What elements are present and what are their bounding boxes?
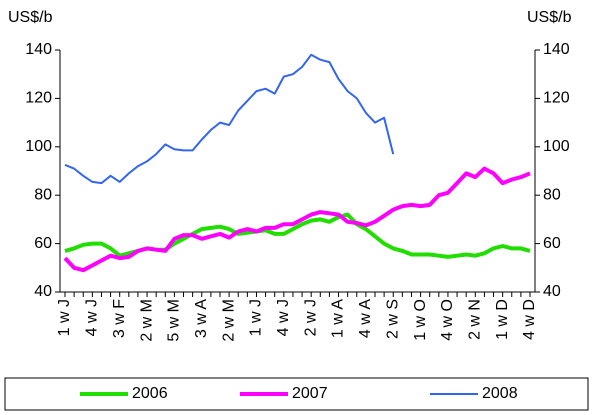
legend-box xyxy=(4,377,589,411)
legend-label: 2007 xyxy=(292,385,328,402)
x-tick-label: 2 w J xyxy=(302,299,319,336)
series-line xyxy=(63,166,531,273)
x-tick-label: 4 w A xyxy=(357,299,374,338)
y2-tick-label: 80 xyxy=(543,186,561,203)
y2-tick-label: 140 xyxy=(543,41,570,58)
x-tick-label: 1 w O xyxy=(412,299,429,341)
x-tick-label: 2 w M xyxy=(138,299,155,342)
x-tick-label: 1 w A xyxy=(330,299,347,338)
y-tick-label: 120 xyxy=(25,90,52,107)
x-tick-label: 1 w J xyxy=(56,299,73,336)
x-tick-label: 2 w M xyxy=(220,299,237,342)
x-tick-label: 2 w N xyxy=(467,299,484,340)
y2-axis-label: US$/b xyxy=(527,9,572,26)
y2-tick-label: 40 xyxy=(543,283,561,300)
x-tick-label: 4 w J xyxy=(84,299,101,336)
y2-tick-label: 60 xyxy=(543,235,561,252)
y-tick-label: 140 xyxy=(25,41,52,58)
series-line xyxy=(64,53,395,185)
y-tick-label: 80 xyxy=(34,186,52,203)
x-tick-label: 5 w M xyxy=(166,299,183,342)
x-tick-label: 1 w D xyxy=(494,299,511,340)
x-tick-label: 1 w J xyxy=(248,299,265,336)
y-tick-label: 60 xyxy=(34,235,52,252)
x-tick-label: 4 w O xyxy=(439,299,456,341)
legend-label: 2006 xyxy=(132,385,168,402)
x-tick-label: 3 w A xyxy=(193,299,210,338)
x-tick-label: 2 w S xyxy=(384,299,401,339)
x-tick-label: 3 w F xyxy=(111,299,128,338)
x-tick-label: 4 w J xyxy=(275,299,292,336)
y-tick-label: 40 xyxy=(34,283,52,300)
x-tick-label: 4 w D xyxy=(521,299,538,340)
y2-tick-label: 120 xyxy=(543,90,570,107)
y2-tick-label: 100 xyxy=(543,138,570,155)
y-tick-label: 100 xyxy=(25,138,52,155)
legend-label: 2008 xyxy=(482,385,518,402)
y-axis-label: US$/b xyxy=(8,9,53,26)
